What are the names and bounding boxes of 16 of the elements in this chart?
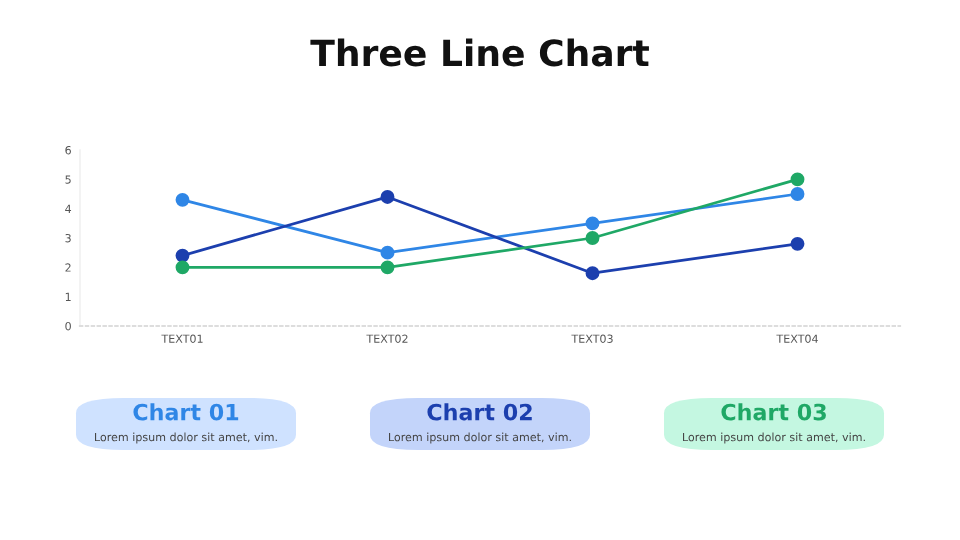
- point: [790, 236, 805, 251]
- point: [585, 231, 600, 245]
- point: [175, 248, 190, 263]
- text: Chart 03: [721, 403, 826, 421]
- point: [175, 192, 190, 207]
- point: [380, 260, 395, 275]
- text: Chart 02: [427, 403, 532, 421]
- chart-title: Three Line Chart: [310, 38, 649, 67]
- point: [585, 266, 600, 281]
- point: [790, 187, 805, 201]
- point: [380, 189, 395, 204]
- point: [380, 245, 395, 260]
- text: Chart 01: [133, 403, 239, 421]
- point: [585, 216, 600, 231]
- point: [175, 260, 190, 275]
- point: [790, 172, 805, 187]
